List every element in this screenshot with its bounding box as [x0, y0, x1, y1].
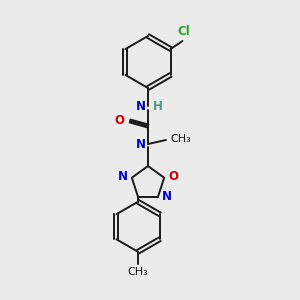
Text: N: N — [136, 100, 146, 113]
Text: H: H — [153, 100, 163, 113]
Text: CH₃: CH₃ — [170, 134, 191, 144]
Text: O: O — [168, 170, 178, 183]
Text: CH₃: CH₃ — [128, 267, 148, 277]
Text: N: N — [162, 190, 172, 203]
Text: N: N — [118, 170, 128, 183]
Text: O: O — [114, 115, 124, 128]
Text: N: N — [136, 137, 146, 151]
Text: Cl: Cl — [177, 25, 190, 38]
